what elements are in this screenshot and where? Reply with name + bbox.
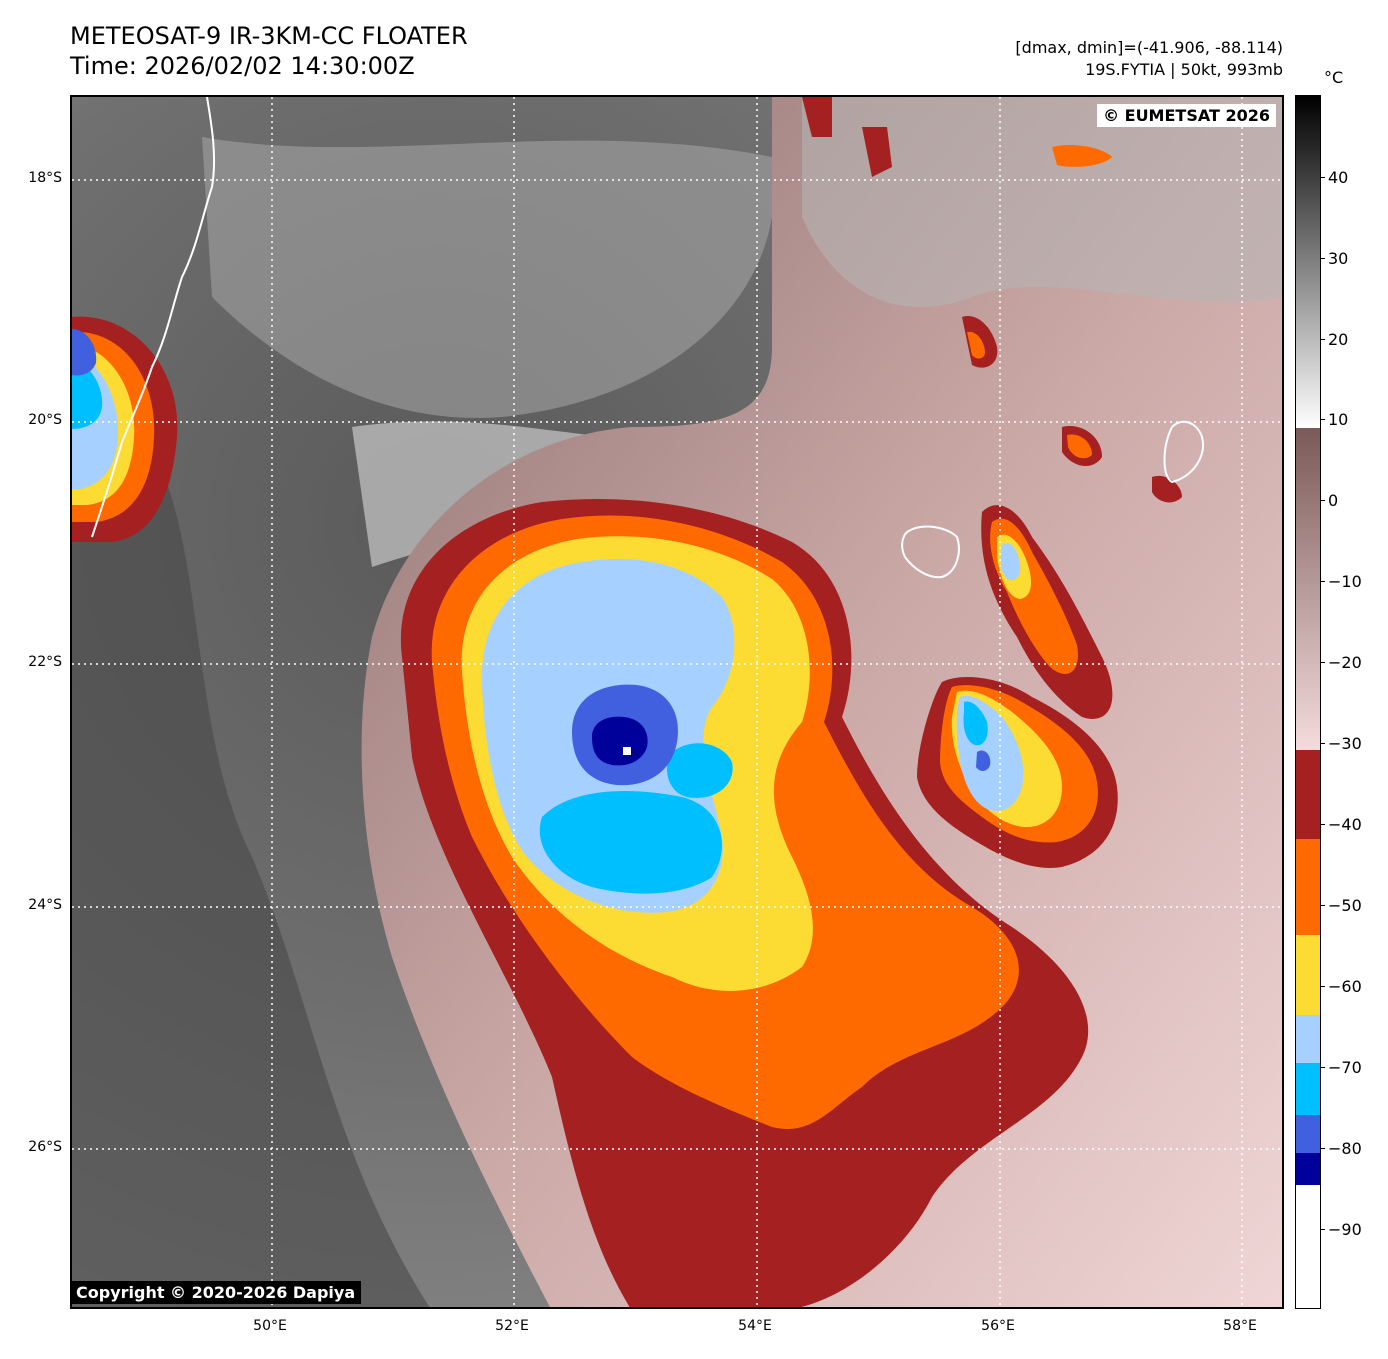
lat-label-20s: 20°S	[28, 412, 62, 428]
temperature-colorbar	[1295, 95, 1321, 1309]
cb-label-minus90: −90	[1328, 1220, 1362, 1239]
cb-label-minus50: −50	[1328, 896, 1362, 915]
colorbar-unit: °C	[1324, 68, 1344, 87]
dapiya-copyright-badge: Copyright © 2020-2026 Dapiya	[70, 1281, 362, 1304]
cb-tick	[1320, 905, 1325, 906]
cb-tick	[1320, 258, 1325, 259]
cb-label-10: 10	[1328, 410, 1349, 429]
cb-tick	[1320, 1067, 1325, 1068]
cb-label-0: 0	[1328, 491, 1339, 510]
lat-label-24s: 24°S	[28, 897, 62, 913]
cb-tick	[1320, 177, 1325, 178]
cb-label-minus30: −30	[1328, 734, 1362, 753]
cb-label-minus40: −40	[1328, 815, 1362, 834]
lon-label-58e: 58°E	[1223, 1318, 1257, 1334]
satellite-imagery	[72, 97, 1282, 1307]
satellite-map[interactable]	[70, 95, 1284, 1309]
colorbar-gradient	[1296, 96, 1320, 1308]
cb-tick	[1320, 339, 1325, 340]
cb-label-minus70: −70	[1328, 1058, 1362, 1077]
cb-tick	[1320, 824, 1325, 825]
lat-label-22s: 22°S	[28, 654, 62, 670]
cb-tick	[1320, 1148, 1325, 1149]
cb-tick	[1320, 1229, 1325, 1230]
cb-tick	[1320, 419, 1325, 420]
dmax-dmin-info: [dmax, dmin]=(-41.906, -88.114)	[1015, 38, 1283, 57]
cb-label-minus60: −60	[1328, 977, 1362, 996]
storm-info: 19S.FYTIA | 50kt, 993mb	[1085, 60, 1283, 79]
lon-label-52e: 52°E	[495, 1318, 529, 1334]
lat-label-18s: 18°S	[28, 170, 62, 186]
cb-label-40: 40	[1328, 168, 1349, 187]
lon-label-50e: 50°E	[253, 1318, 287, 1334]
title-line-2: Time: 2026/02/02 14:30:00Z	[70, 52, 415, 80]
cb-tick	[1320, 500, 1325, 501]
cb-tick	[1320, 743, 1325, 744]
title-line-1: METEOSAT-9 IR-3KM-CC FLOATER	[70, 22, 468, 50]
eumetsat-copyright-badge: © EUMETSAT 2026	[1097, 104, 1276, 127]
lon-label-56e: 56°E	[981, 1318, 1015, 1334]
cb-tick	[1320, 986, 1325, 987]
cb-label-minus10: −10	[1328, 572, 1362, 591]
cb-tick	[1320, 581, 1325, 582]
cb-label-20: 20	[1328, 330, 1349, 349]
cb-label-30: 30	[1328, 249, 1349, 268]
lat-label-26s: 26°S	[28, 1139, 62, 1155]
lon-label-54e: 54°E	[738, 1318, 772, 1334]
cb-label-minus20: −20	[1328, 653, 1362, 672]
cb-tick	[1320, 662, 1325, 663]
cb-label-minus80: −80	[1328, 1139, 1362, 1158]
